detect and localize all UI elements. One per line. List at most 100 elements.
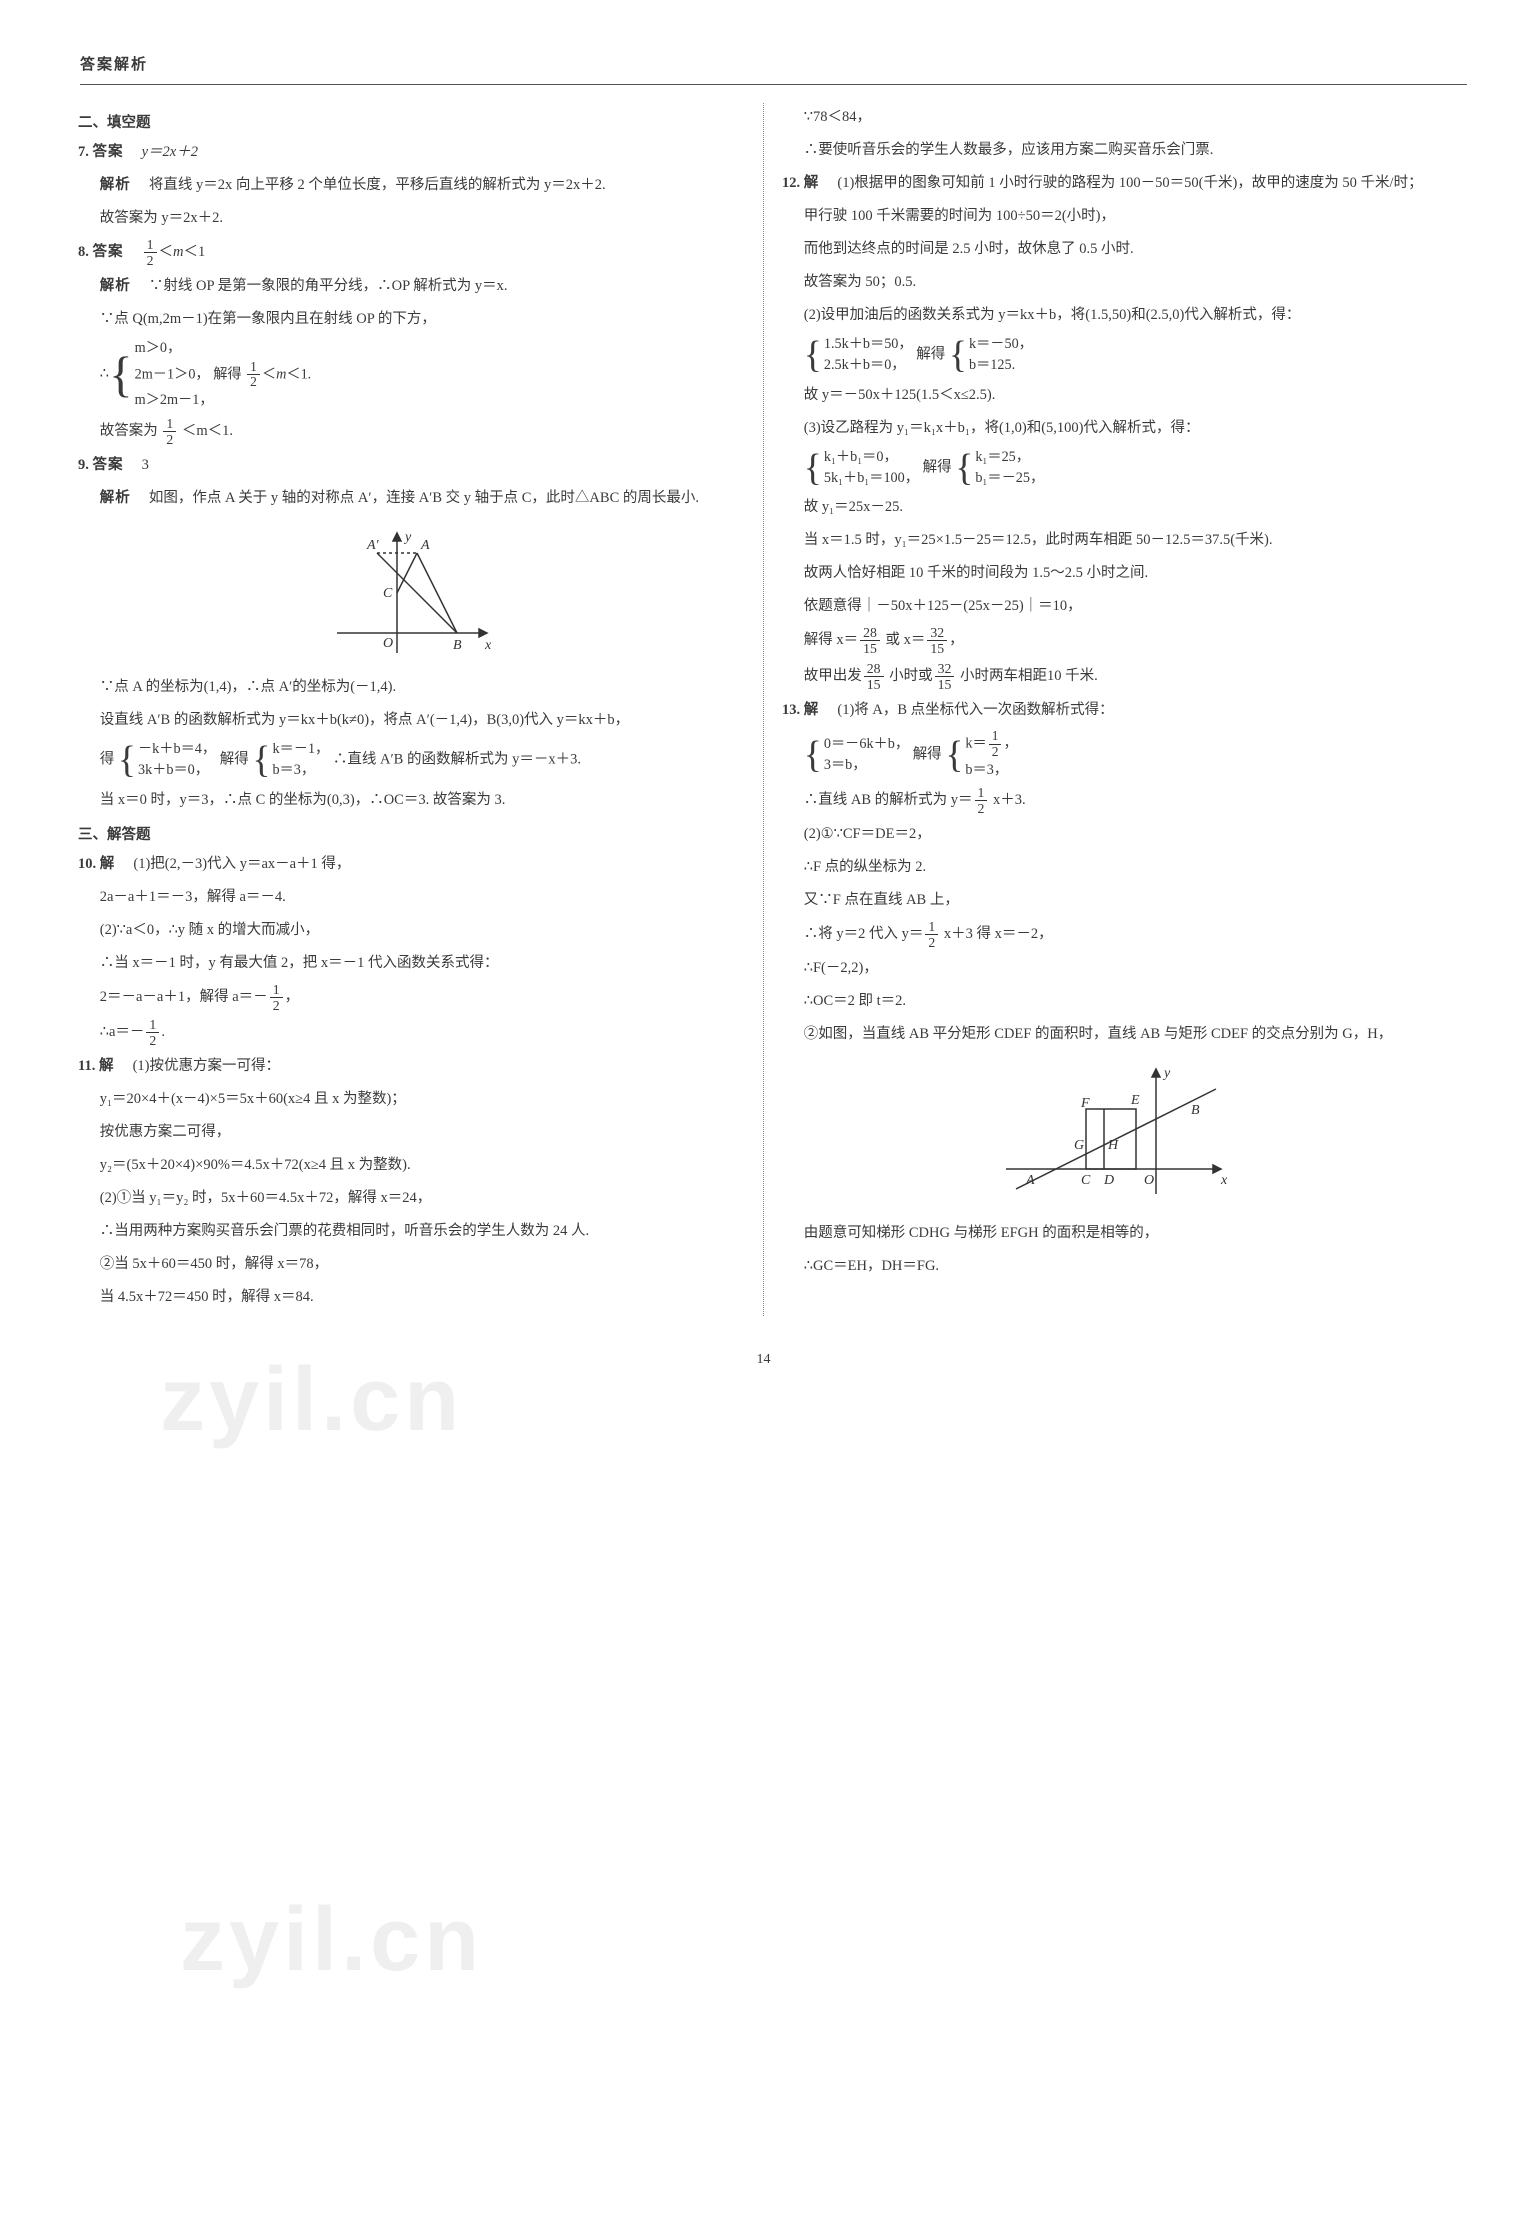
q12-num: 12. (782, 175, 800, 191)
svg-text:H: H (1107, 1138, 1119, 1153)
brace-line: 3k＋b＝0， (138, 762, 209, 778)
q11-p2: y₁＝20×4＋(x－4)×5＝5x＋60(x≥4 且 x 为整数)； (78, 1085, 745, 1114)
svg-text:y: y (1162, 1066, 1171, 1081)
text: 得 (100, 752, 115, 768)
explain-label: 解析 (100, 278, 131, 294)
q10-p5: 2＝－a－a＋1，解得 a＝－12， (78, 982, 745, 1013)
brace-line: b₁＝－25， (975, 470, 1044, 486)
q9: 9. 答案 3 (78, 451, 745, 480)
svg-text:E: E (1130, 1093, 1140, 1108)
brace-line: 0＝－6k＋b， (824, 736, 909, 752)
svg-text:F: F (1080, 1096, 1090, 1111)
text: 小时或 (889, 667, 933, 683)
brace-line: k₁＝25， (975, 449, 1030, 465)
fraction: 12 (144, 237, 157, 268)
q12-p6: 故 y＝－50x＋125(1.5＜x≤2.5). (782, 381, 1449, 410)
watermark: zyil.cn (180, 1850, 483, 2030)
svg-text:D: D (1103, 1173, 1114, 1188)
answer-label: 答案 (93, 244, 124, 260)
q8-brace: ∴{ m＞0， 2m－1＞0， 解得 12＜m＜1. m＞2m－1， (78, 338, 745, 411)
q12-p4: 故答案为 50；0.5. (782, 268, 1449, 297)
two-column-layout: 二、填空题 7. 答案 y＝2x＋2 解析 将直线 y＝2x 向上平移 2 个单… (60, 103, 1467, 1316)
cont-r1: ∴要使听音乐会的学生人数最多，应该用方案二购买音乐会门票. (782, 136, 1449, 165)
brace-line: 2m－1＞0， (135, 366, 210, 382)
q7-exp2: 故答案为 y＝2x＋2. (78, 204, 745, 233)
q9-exp1: 如图，作点 A 关于 y 轴的对称点 A′，连接 A′B 交 y 轴于点 C，此… (149, 490, 699, 506)
svg-text:A: A (420, 538, 430, 553)
q12-p12: 解得 x＝2815 或 x＝3215， (782, 625, 1449, 656)
q10-num: 10. (78, 856, 96, 872)
q10-p6: ∴a＝－12. (78, 1017, 745, 1048)
brace-line: k＝－50， (969, 336, 1033, 352)
q11-p8: 当 4.5x＋72＝450 时，解得 x＝84. (78, 1283, 745, 1312)
svg-text:C: C (383, 586, 393, 601)
q13: 13. 解 (1)将 A，B 点坐标代入一次函数解析式得： (782, 696, 1449, 725)
left-column: 二、填空题 7. 答案 y＝2x＋2 解析 将直线 y＝2x 向上平移 2 个单… (60, 103, 764, 1316)
solve-label: 解 (804, 702, 820, 718)
q13-brace1: { 0＝－6k＋b， 3＝b， 解得 { k＝12， b＝3， (782, 729, 1449, 781)
q7-answer: y＝2x＋2 (142, 144, 198, 160)
q8-exp: 解析 ∵射线 OP 是第一象限的角平分线，∴OP 解析式为 y＝x. (78, 272, 745, 301)
q7-exp1: 将直线 y＝2x 向上平移 2 个单位长度，平移后直线的解析式为 y＝2x＋2. (149, 177, 606, 193)
q12-p11: 依题意得｜－50x＋125－(25x－25)｜＝10， (782, 592, 1449, 621)
q9-exp2: ∵点 A 的坐标为(1,4)，∴点 A′的坐标为(－1,4). (78, 673, 745, 702)
page-number: 14 (60, 1346, 1467, 1374)
answer-label: 答案 (93, 144, 124, 160)
brace-line: 2.5k＋b＝0， (824, 357, 906, 373)
brace-line: 3＝b， (824, 757, 867, 773)
q8-exp1: ∵射线 OP 是第一象限的角平分线，∴OP 解析式为 y＝x. (149, 278, 508, 294)
cont-r0: ∵78＜84， (782, 103, 1449, 132)
text: 或 x＝ (886, 632, 926, 648)
text: x＋3 得 x＝－2， (944, 926, 1053, 942)
text: ∴a＝－ (100, 1024, 145, 1040)
text: ∴直线 AB 的解析式为 y＝ (804, 792, 973, 808)
text: 解得 (916, 347, 945, 363)
svg-text:y: y (403, 530, 412, 545)
q11-p6: ∴当用两种方案购买音乐会门票的花费相同时，听音乐会的学生人数为 24 人. (78, 1217, 745, 1246)
q13-num: 13. (782, 702, 800, 718)
svg-text:O: O (1144, 1173, 1154, 1188)
q11-p1: (1)按优惠方案一可得： (133, 1058, 280, 1074)
q12-p5: (2)设甲加油后的函数关系式为 y＝kx＋b，将(1.5,50)和(2.5,0)… (782, 301, 1449, 330)
q13-p1: (1)将 A，B 点坐标代入一次函数解析式得： (837, 702, 1113, 718)
q13-figure: A B C D E F G H O x y (782, 1059, 1449, 1209)
q9-num: 9. (78, 457, 89, 473)
q13-p4: ∴F 点的纵坐标为 2. (782, 853, 1449, 882)
q12-p10: 故两人恰好相距 10 千米的时间段为 1.5～2.5 小时之间. (782, 559, 1449, 588)
q12-p7: (3)设乙路程为 y₁＝k₁x＋b₁，将(1,0)和(5,100)代入解析式，得… (782, 414, 1449, 443)
answer-label: 答案 (93, 457, 124, 473)
q9-exp: 解析 如图，作点 A 关于 y 轴的对称点 A′，连接 A′B 交 y 轴于点 … (78, 484, 745, 513)
q13-p6: ∴将 y＝2 代入 y＝12 x＋3 得 x＝－2， (782, 919, 1449, 950)
q13-p5: 又∵F 点在直线 AB 上， (782, 886, 1449, 915)
q7-exp: 解析 将直线 y＝2x 向上平移 2 个单位长度，平移后直线的解析式为 y＝2x… (78, 171, 745, 200)
q12-p3: 而他到达终点的时间是 2.5 小时，故休息了 0.5 小时. (782, 235, 1449, 264)
text: ∴将 y＝2 代入 y＝ (804, 926, 924, 942)
q13-p7: ∴F(－2,2)， (782, 954, 1449, 983)
brace-line: k＝ (965, 735, 986, 751)
brace-line: －k＋b＝4， (138, 741, 216, 757)
q8-exp4: 故答案为 12 ＜m＜1. (78, 416, 745, 447)
q12-brace2: { k₁＋b₁＝0， 5k₁＋b₁＝100， 解得 { k₁＝25， b₁＝－2… (782, 447, 1449, 490)
q11-p3: 按优惠方案二可得， (78, 1118, 745, 1147)
q13-p8: ∴OC＝2 即 t＝2. (782, 987, 1449, 1016)
q9-brace: 得 { －k＋b＝4， 3k＋b＝0， 解得 { k＝－1， b＝3， ∴直线 … (78, 739, 745, 782)
brace-line: b＝125. (969, 357, 1015, 373)
q8-num: 8. (78, 244, 89, 260)
q13-p9: ②如图，当直线 AB 平分矩形 CDEF 的面积时，直线 AB 与矩形 CDEF… (782, 1020, 1449, 1049)
text: x＋3. (993, 792, 1026, 808)
q10-p1: (1)把(2,－3)代入 y＝ax－a＋1 得， (133, 856, 350, 872)
watermark: zyil.cn (160, 1310, 463, 1490)
solve-label: 解 (99, 1058, 115, 1074)
brace-line: k₁＋b₁＝0， (824, 449, 898, 465)
q11: 11. 解 (1)按优惠方案一可得： (78, 1052, 745, 1081)
svg-text:B: B (1191, 1103, 1200, 1118)
text: 解得 (913, 746, 942, 762)
section-3-label: 三、解答题 (78, 821, 745, 850)
svg-text:C: C (1081, 1173, 1091, 1188)
q13-p10: 由题意可知梯形 CDHG 与梯形 EFGH 的面积是相等的， (782, 1219, 1449, 1248)
q12-p1: (1)根据甲的图象可知前 1 小时行驶的路程为 100－50＝50(千米)，故甲… (837, 175, 1422, 191)
page-header: 答案解析 (80, 50, 1467, 85)
q11-p4: y₂＝(5x＋20×4)×90%＝4.5x＋72(x≥4 且 x 为整数). (78, 1151, 745, 1180)
brace-line: 1.5k＋b＝50， (824, 336, 913, 352)
text: 2＝－a－a＋1，解得 a＝－ (100, 988, 268, 1004)
